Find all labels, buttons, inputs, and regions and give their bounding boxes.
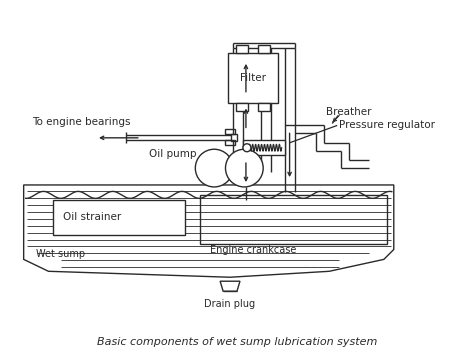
Bar [236, 45, 248, 53]
Bar [225, 140, 235, 145]
Text: Breather: Breather [326, 107, 372, 117]
Text: Drain plug: Drain plug [204, 299, 255, 309]
Bar [201, 195, 387, 244]
Polygon shape [220, 281, 240, 291]
Bar [54, 200, 185, 235]
Bar [228, 53, 278, 103]
Circle shape [226, 149, 263, 187]
Bar [258, 45, 270, 53]
Text: Filter: Filter [240, 73, 266, 83]
Circle shape [195, 149, 233, 187]
Text: Pressure regulator: Pressure regulator [339, 121, 435, 130]
Bar [231, 134, 237, 141]
Bar [236, 103, 248, 111]
Text: Oil pump: Oil pump [149, 149, 196, 159]
Text: Basic components of wet sump lubrication system: Basic components of wet sump lubrication… [97, 337, 377, 347]
Text: Engine crankcase: Engine crankcase [210, 246, 297, 256]
Text: To engine bearings: To engine bearings [32, 117, 130, 127]
Text: Oil strainer: Oil strainer [64, 212, 122, 222]
Text: Wet sump: Wet sump [36, 249, 85, 260]
Bar [225, 129, 235, 134]
Circle shape [243, 144, 251, 152]
Bar [258, 103, 270, 111]
Bar [243, 140, 284, 155]
